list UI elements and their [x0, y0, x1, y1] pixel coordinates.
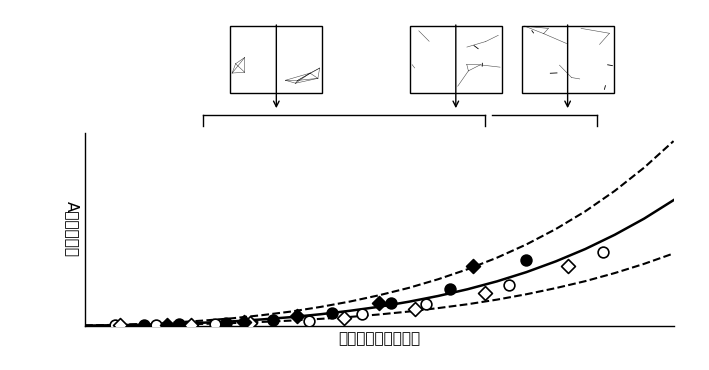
- Point: [327, 310, 338, 316]
- Point: [238, 319, 250, 325]
- Point: [209, 321, 220, 327]
- X-axis label: クリープ寿命消費率: クリープ寿命消費率: [338, 331, 420, 346]
- Bar: [522, 26, 614, 92]
- Point: [479, 290, 491, 296]
- Point: [291, 313, 303, 319]
- Bar: [230, 26, 323, 92]
- Point: [597, 249, 608, 255]
- Point: [138, 322, 150, 328]
- Point: [150, 322, 162, 328]
- Point: [115, 322, 126, 328]
- Point: [445, 286, 456, 292]
- Point: [244, 320, 255, 326]
- Point: [468, 263, 479, 269]
- Point: [220, 320, 232, 326]
- Point: [185, 322, 196, 328]
- Point: [374, 300, 385, 306]
- Point: [409, 306, 420, 312]
- Point: [268, 317, 279, 323]
- Bar: [410, 26, 502, 92]
- Point: [503, 282, 515, 288]
- Point: [562, 263, 574, 269]
- Point: [420, 301, 432, 307]
- Point: [174, 322, 185, 327]
- Point: [356, 311, 367, 317]
- Point: [386, 300, 397, 306]
- Point: [520, 257, 532, 263]
- Y-axis label: Aパラメータ: Aパラメータ: [65, 201, 79, 258]
- Point: [109, 322, 121, 328]
- Point: [162, 322, 173, 327]
- Point: [338, 315, 350, 321]
- Point: [303, 318, 314, 324]
